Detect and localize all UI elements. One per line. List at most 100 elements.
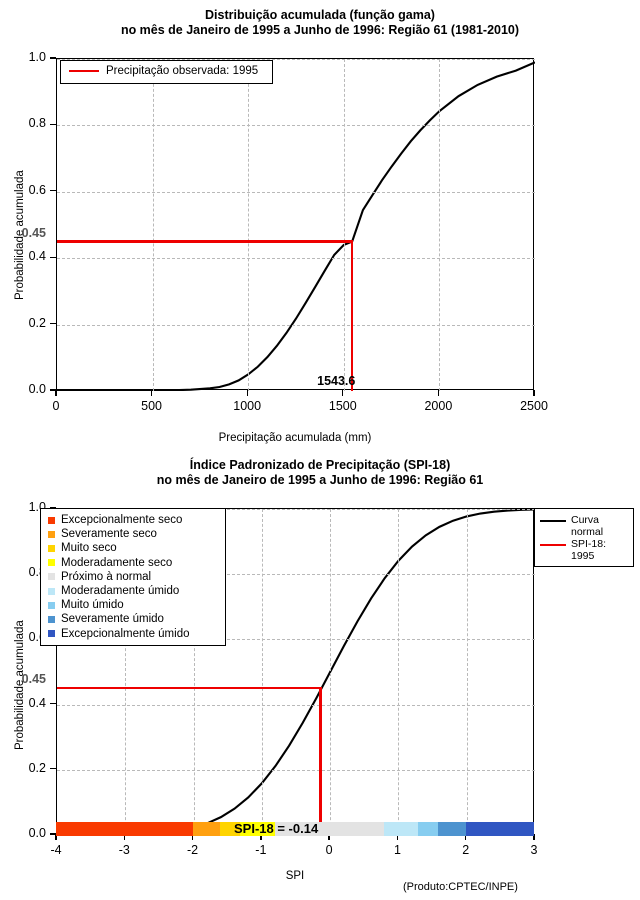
classification-legend-label: Muito seco: [61, 542, 117, 554]
colorbar-segment: [56, 822, 193, 836]
y-tick-label: 0.2: [4, 761, 46, 775]
spi-value-label: SPI-18 = -0.14: [234, 821, 318, 837]
gridline-horizontal: [57, 705, 535, 706]
x-tick-label: 0: [299, 843, 359, 857]
chart-top-title-line1: Distribuição acumulada (função gama): [0, 8, 640, 23]
colorbar-segment: [193, 822, 220, 836]
y-tick-label: 1.0: [4, 50, 46, 64]
chart-top-title-line2: no mês de Janeiro de 1995 a Junho de 199…: [0, 23, 640, 38]
x-tick-label: 1: [367, 843, 427, 857]
y-tick-label: 0.8: [4, 116, 46, 130]
y-tick-mark: [50, 190, 56, 191]
gridline-vertical: [467, 509, 468, 835]
classification-legend-item: Muito seco: [46, 541, 219, 555]
chart-bottom-legend: Curva normal SPI-18: 1995: [534, 508, 634, 567]
gridline-horizontal: [57, 125, 535, 126]
highlight-probability-label: 0.45: [2, 226, 46, 240]
spi-classification-legend: Excepcionalmente seco Severamente seco Mui…: [40, 508, 226, 646]
chart-bottom-title: Índice Padronizado de Precipitação (SPI-…: [0, 458, 640, 488]
x-tick-label: 1500: [313, 399, 373, 413]
classification-legend-label: Severamente úmido: [61, 613, 164, 625]
gridline-vertical: [248, 59, 249, 391]
gridline-horizontal: [57, 258, 535, 259]
x-tick-label: -3: [94, 843, 154, 857]
colorbar-segment: [418, 822, 438, 836]
colorbar-segment: [384, 822, 418, 836]
chart-cumulative-gamma: Distribuição acumulada (função gama) no …: [0, 0, 640, 450]
y-tick-mark: [50, 257, 56, 258]
x-tick-mark: [151, 390, 152, 396]
legend-label-line2: normal: [571, 526, 603, 538]
x-tick-label: 500: [122, 399, 182, 413]
classification-legend-label: Moderadamente úmido: [61, 585, 179, 597]
x-tick-mark: [247, 390, 248, 396]
y-tick-label: 0.2: [4, 316, 46, 330]
chart-spi-normal: Índice Padronizado de Precipitação (SPI-…: [0, 450, 640, 900]
y-tick-mark: [50, 124, 56, 125]
gridline-vertical: [344, 59, 345, 391]
red-line-icon: [540, 544, 566, 546]
highlight-probability-label: 0.45: [2, 672, 46, 686]
color-swatch-icon: [48, 588, 55, 595]
chart-top-title: Distribuição acumulada (função gama) no …: [0, 8, 640, 38]
y-tick-mark: [50, 768, 56, 769]
x-tick-label: -2: [163, 843, 223, 857]
y-tick-label: 0.4: [4, 696, 46, 710]
gridline-vertical: [262, 509, 263, 835]
color-swatch-icon: [48, 616, 55, 623]
highlight-line-vertical: [319, 687, 321, 835]
classification-legend-item: Severamente seco: [46, 527, 219, 541]
legend-item-curva-normal: Curva normal: [538, 514, 629, 538]
legend-item-observed-precip: Precipitação observada: 1995: [61, 64, 272, 78]
x-tick-label: -1: [231, 843, 291, 857]
x-tick-label: 3: [504, 843, 564, 857]
gridline-vertical: [439, 59, 440, 391]
y-tick-label: 0.0: [4, 382, 46, 396]
y-tick-label: 0.4: [4, 249, 46, 263]
color-swatch-icon: [48, 517, 55, 524]
classification-legend-item: Excepcionalmente úmido: [46, 627, 219, 641]
legend-item-spi-1995: SPI-18: 1995: [538, 538, 629, 562]
x-tick-mark: [342, 390, 343, 396]
gridline-vertical: [153, 59, 154, 391]
color-swatch-icon: [48, 531, 55, 538]
chart-top-curve: [57, 59, 535, 391]
x-tick-mark: [55, 390, 56, 396]
color-swatch-icon: [48, 573, 55, 580]
highlight-line-horizontal: [57, 687, 321, 689]
highlight-line-horizontal: [57, 240, 352, 242]
classification-legend-item: Severamente úmido: [46, 612, 219, 626]
x-tick-label: 2000: [408, 399, 468, 413]
y-tick-label: 0.6: [4, 183, 46, 197]
chart-bottom-title-line2: no mês de Janeiro de 1995 a Junho de 199…: [0, 473, 640, 488]
colorbar-segment: [466, 822, 534, 836]
x-tick-mark: [438, 390, 439, 396]
color-swatch-icon: [48, 602, 55, 609]
x-tick-label: 0: [26, 399, 86, 413]
color-swatch-icon: [48, 559, 55, 566]
classification-legend-label: Excepcionalmente úmido: [61, 628, 190, 640]
black-line-icon: [540, 520, 566, 522]
gridline-horizontal: [57, 192, 535, 193]
y-tick-mark: [50, 323, 56, 324]
gridline-vertical: [398, 509, 399, 835]
x-tick-mark: [533, 390, 534, 396]
x-tick-label: 2: [436, 843, 496, 857]
gridline-horizontal: [57, 325, 535, 326]
legend-item-label: Curva normal: [571, 514, 603, 538]
x-tick-label: 1000: [217, 399, 277, 413]
classification-legend-label: Excepcionalmente seco: [61, 514, 182, 526]
classification-legend-item: Moderadamente úmido: [46, 584, 219, 598]
gridline-horizontal: [57, 770, 535, 771]
x-tick-label: -4: [26, 843, 86, 857]
classification-legend-label: Moderadamente seco: [61, 557, 172, 569]
chart-top-plot-area: [56, 58, 534, 390]
legend-label-line1: Curva: [571, 514, 599, 526]
classification-legend-label: Severamente seco: [61, 528, 157, 540]
chart-top-xlabel: Precipitação acumulada (mm): [56, 432, 534, 444]
legend-item-label: Precipitação observada: 1995: [106, 65, 258, 77]
y-tick-label: 0.0: [4, 826, 46, 840]
x-tick-label: 2500: [504, 399, 564, 413]
classification-legend-item: Moderadamente seco: [46, 556, 219, 570]
legend-item-label: SPI-18: 1995: [571, 538, 629, 562]
